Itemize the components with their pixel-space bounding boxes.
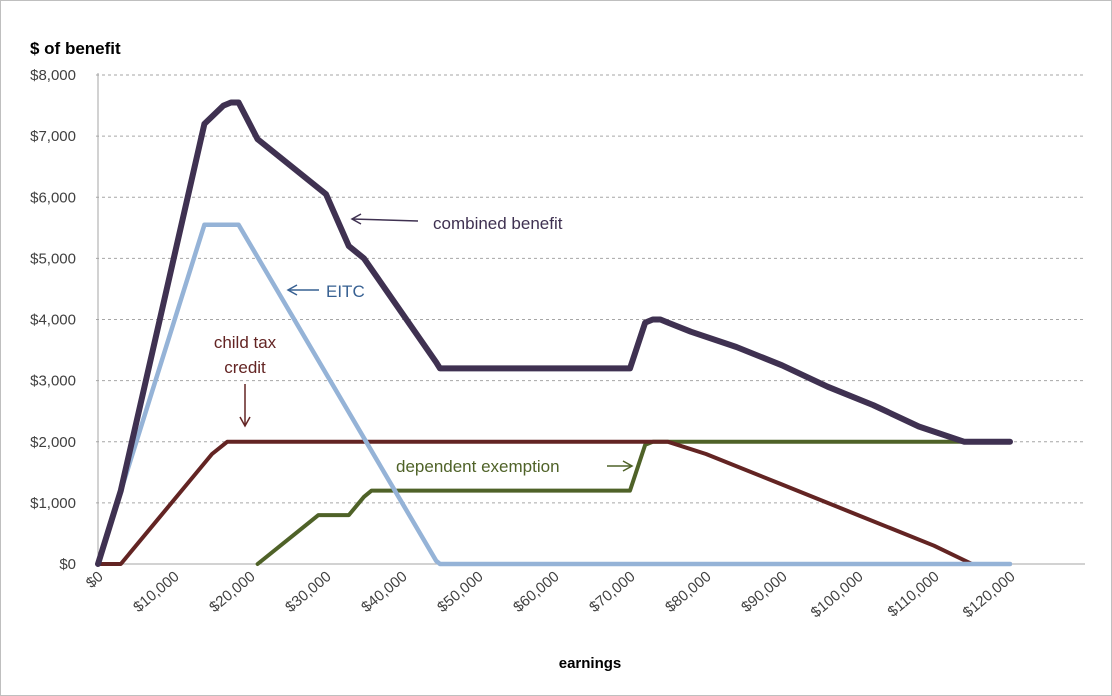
series-line-combined-benefit [95, 99, 1013, 567]
y-axis-label: $ of benefit [30, 39, 121, 58]
series-lines [95, 99, 1013, 567]
x-tick-label: $80,000 [662, 568, 714, 616]
x-tick-label: $40,000 [358, 568, 410, 616]
x-tick-label: $100,000 [808, 568, 867, 621]
annotation-label: EITC [326, 282, 365, 301]
series-line-eitc [95, 222, 1013, 567]
x-tick-label: $0 [83, 568, 107, 592]
y-tick-label: $6,000 [30, 189, 76, 206]
x-tick-label: $70,000 [586, 568, 638, 616]
x-tick-label: $10,000 [130, 568, 182, 616]
y-tick-label: $5,000 [30, 250, 76, 267]
x-tick-label: $120,000 [960, 568, 1019, 621]
annotation-label: child tax [214, 333, 277, 352]
arrow-head-icon [239, 416, 251, 428]
x-tick-label: $60,000 [510, 568, 562, 616]
arrow-head-icon [622, 460, 634, 472]
x-tick-label: $30,000 [282, 568, 334, 616]
arrow-head-icon [350, 213, 362, 225]
annotations: combined benefit EITC child tax credit depen… [214, 213, 634, 476]
y-tick-label: $3,000 [30, 373, 76, 390]
series-line-child-tax-credit [96, 439, 1012, 566]
x-tick-label: $90,000 [738, 568, 790, 616]
annotation-arrow [351, 218, 419, 222]
y-tick-label: $4,000 [30, 312, 76, 329]
y-tick-label: $0 [59, 556, 76, 573]
y-tick-label: $1,000 [30, 495, 76, 512]
annotation-label: dependent exemption [396, 457, 560, 476]
x-tick-label: $20,000 [206, 568, 258, 616]
y-tick-labels: $0 $1,000 $2,000 $3,000 $4,000 $5,000 $6,000 $7… [30, 67, 76, 573]
y-tick-label: $2,000 [30, 434, 76, 451]
annotation-label: credit [224, 358, 266, 377]
x-tick-label: $110,000 [885, 568, 943, 621]
series-line-dependent-exemption [255, 439, 1012, 566]
annotation-label: combined benefit [433, 214, 563, 233]
x-tick-label: $50,000 [434, 568, 486, 616]
arrow-head-icon [286, 284, 298, 296]
y-tick-label: $7,000 [30, 128, 76, 145]
x-tick-labels: $0 $10,000 $20,000 $30,000 $40,000 $50,000 $60… [83, 568, 1019, 621]
y-tick-label: $8,000 [30, 67, 76, 84]
x-axis-label: earnings [559, 655, 622, 672]
